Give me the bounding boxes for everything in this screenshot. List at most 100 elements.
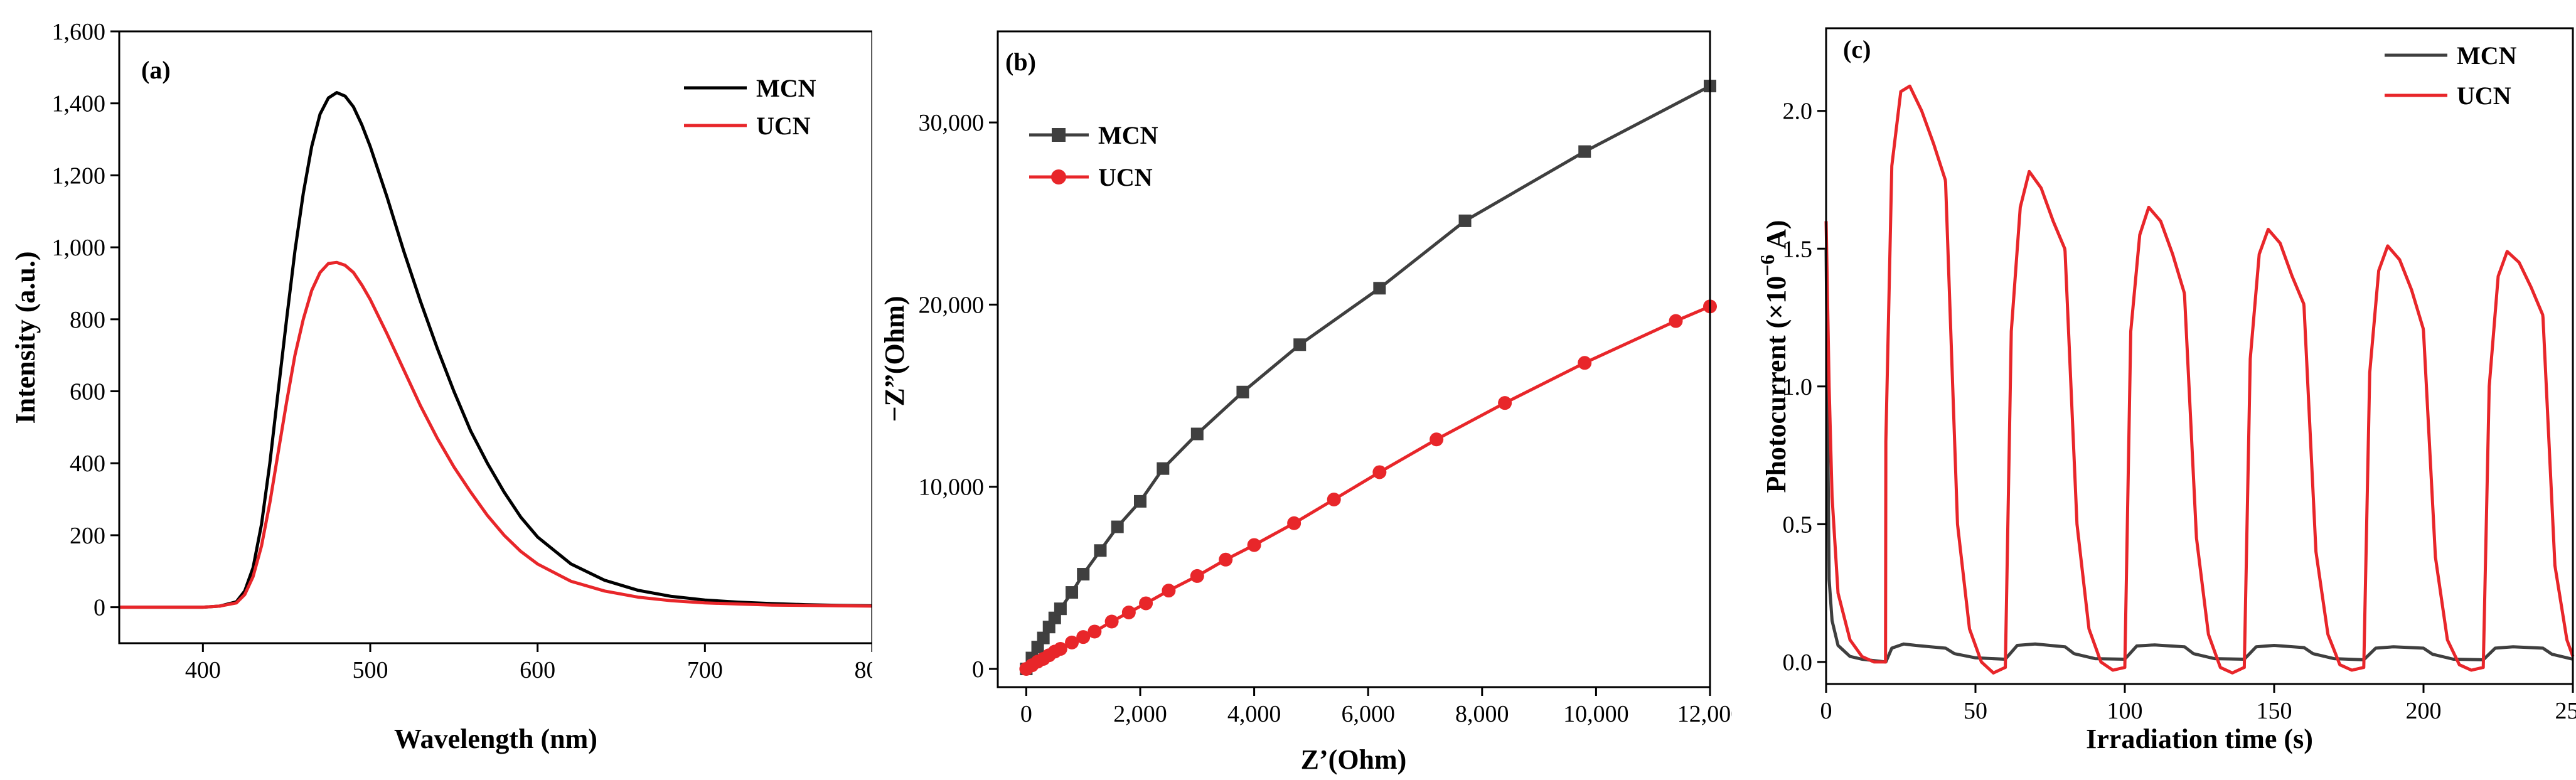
x-tick-label: 2,000	[1113, 701, 1167, 727]
y-tick-label: 0.0	[1783, 649, 1813, 676]
x-tick-label: 0	[1020, 701, 1032, 727]
y-tick-label: 800	[70, 307, 105, 333]
panel-c-frame	[1825, 27, 2574, 685]
panel-c-series	[1824, 84, 2575, 675]
data-point-ucn	[1053, 642, 1067, 656]
y-tick-label: 0	[94, 595, 105, 621]
data-point-ucn	[1578, 356, 1592, 370]
x-tick-label: 150	[2257, 698, 2292, 724]
y-tick-label: 600	[70, 379, 105, 405]
data-point-ucn	[1139, 596, 1153, 611]
y-tick-label: 200	[70, 523, 105, 549]
legend-label-mcn: MCN	[756, 74, 816, 102]
x-tick-label: 12,000	[1677, 701, 1732, 727]
panel-b-label: (b)	[1005, 48, 1036, 76]
panel-a-grid-ticks: 400 500 600 700 800 0 200 400 600 800 1,000 1,200 1,…	[52, 19, 873, 683]
legend-label-ucn: UCN	[2457, 82, 2511, 110]
data-point-ucn	[1104, 614, 1119, 629]
data-point-ucn	[1162, 584, 1176, 598]
data-point-ucn	[1219, 552, 1233, 567]
x-tick-label: 4,000	[1227, 701, 1281, 727]
panel-c-ylabel-text: Photocurrent (×10−6 A)	[1756, 220, 1792, 493]
data-point-ucn	[1287, 516, 1301, 530]
series-line-ucn	[119, 260, 872, 609]
x-tick-label: 400	[185, 657, 221, 683]
data-point-mcn	[1578, 145, 1591, 158]
panel-b-grid-ticks: 0 2,000 4,000 6,000 8,000 10,000 12,000 0 10,000…	[919, 110, 1733, 727]
series-line-mcn	[1824, 248, 2573, 664]
panel-a-ylabel: Intensity (a.u.)	[10, 251, 41, 424]
x-tick-label: 50	[1964, 698, 1987, 724]
panel-c-label: (c)	[1843, 35, 1871, 63]
data-point-mcn	[1373, 282, 1386, 295]
y-tick-label: 0	[972, 656, 984, 683]
series-line-ucn	[1824, 84, 2575, 675]
data-point-mcn	[1293, 338, 1307, 351]
ylabel-exponent: −6	[1756, 255, 1778, 276]
x-tick-label: 700	[687, 657, 723, 683]
panel-c-grid-ticks: 0 50 100 150 200 250 0.0 0.5 1.0 1.5 2.0	[1783, 99, 2576, 724]
y-tick-label: 1.5	[1783, 236, 1813, 262]
data-point-ucn	[1372, 465, 1387, 479]
data-point-ucn	[1076, 630, 1091, 644]
data-point-mcn	[1066, 586, 1079, 599]
x-tick-label: 100	[2107, 698, 2143, 724]
panel-a-label: (a)	[141, 56, 171, 84]
y-tick-label: 30,000	[919, 110, 985, 136]
data-point-mcn	[1458, 214, 1472, 227]
x-tick-label: 800	[855, 657, 873, 683]
panel-c-legend: MCN UCN	[2385, 41, 2517, 110]
chart-panel-c: 0 50 100 150 200 250 0.0 0.5 1.0 1.5 2.0 (c) MCN U…	[1756, 27, 2576, 754]
data-point-ucn	[1327, 493, 1341, 507]
x-tick-label: 8,000	[1455, 701, 1509, 727]
legend-marker-ucn	[1051, 169, 1066, 184]
panel-b-xlabel: Z’(Ohm)	[1301, 744, 1407, 775]
legend-label-ucn: UCN	[1098, 163, 1153, 191]
panel-c-xlabel: Irradiation time (s)	[2086, 724, 2313, 754]
series-line-mcn	[119, 91, 872, 609]
x-tick-label: 0	[1820, 698, 1832, 724]
data-point-mcn	[1134, 494, 1146, 508]
panel-a-legend: MCN UCN	[684, 74, 816, 140]
legend-label-ucn: UCN	[756, 112, 811, 140]
data-point-ucn	[1498, 396, 1512, 410]
data-point-mcn	[1077, 568, 1090, 581]
y-tick-label: 20,000	[919, 292, 985, 318]
data-point-ucn	[1669, 314, 1683, 328]
data-point-mcn	[1111, 520, 1124, 533]
panel-a-series	[119, 91, 872, 609]
y-tick-label: 1,600	[52, 19, 106, 45]
panel-b-frame	[997, 30, 1711, 688]
x-tick-label: 200	[2406, 698, 2442, 724]
data-point-ucn	[1065, 635, 1079, 649]
x-tick-label: 6,000	[1341, 701, 1395, 727]
x-tick-label: 10,000	[1563, 701, 1629, 727]
x-tick-label: 600	[520, 657, 555, 683]
x-tick-label: 500	[353, 657, 388, 683]
panel-b-series	[1019, 80, 1717, 676]
data-point-mcn	[1037, 631, 1050, 644]
y-tick-label: 1,400	[52, 91, 106, 117]
chart-panel-a: 400 500 600 700 800 0 200 400 600 800 1,000 1,200 1,…	[10, 19, 873, 754]
x-tick-label: 250	[2555, 698, 2576, 724]
ylabel-base: Photocurrent (×10	[1761, 276, 1792, 493]
y-tick-label: 400	[70, 451, 105, 477]
data-point-mcn	[1236, 385, 1249, 398]
legend-label-mcn: MCN	[2457, 41, 2517, 70]
panel-c-ylabel: Photocurrent (×10−6 A)	[1756, 220, 1792, 493]
data-point-ucn	[1247, 538, 1261, 552]
y-tick-label: 0.5	[1783, 511, 1813, 538]
data-point-mcn	[1054, 602, 1067, 616]
data-point-mcn	[1094, 544, 1107, 557]
y-tick-label: 10,000	[919, 474, 985, 501]
data-point-ucn	[1190, 569, 1204, 583]
ylabel-unit: A)	[1761, 220, 1792, 255]
panel-b-legend: MCN UCN	[1029, 121, 1158, 191]
data-point-mcn	[1190, 427, 1204, 441]
legend-marker-mcn	[1052, 128, 1066, 142]
data-point-ucn	[1121, 605, 1136, 619]
data-point-ucn	[1430, 432, 1444, 447]
data-point-ucn	[1088, 624, 1102, 639]
panel-a-xlabel: Wavelength (nm)	[394, 724, 597, 754]
panel-b-ylabel: −Z”(Ohm)	[879, 296, 910, 422]
